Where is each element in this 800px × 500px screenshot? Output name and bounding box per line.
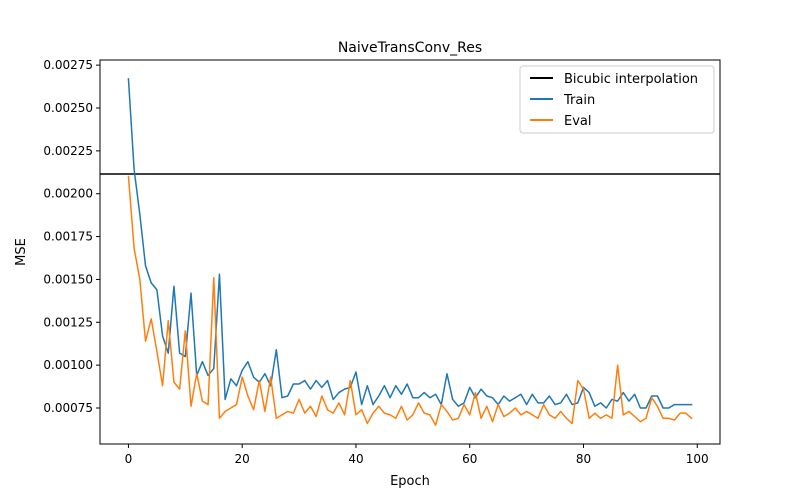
y-tick-label: 0.00200	[43, 187, 93, 201]
x-tick-label: 100	[686, 452, 709, 466]
legend-box	[519, 65, 715, 134]
legend: Bicubic interpolation Train Eval	[519, 65, 715, 134]
legend-label-eval: Eval	[564, 114, 592, 129]
y-tick-label: 0.00125	[43, 315, 93, 329]
y-tick-label: 0.00175	[43, 230, 93, 244]
series-line-eval	[127, 175, 693, 426]
y-tick-label: 0.00275	[43, 58, 93, 72]
chart-title: NaiveTransConv_Res	[338, 40, 482, 56]
x-axis-label: Epoch	[390, 474, 430, 489]
y-tick-label: 0.00225	[43, 144, 93, 158]
y-tick-label: 0.00100	[43, 358, 93, 372]
x-tick-label: 20	[235, 452, 250, 466]
legend-label-bicubic: Bicubic interpolation	[564, 72, 698, 87]
y-axis: 0.00075 0.00100 0.00125 0.00150 0.00175 0.002…	[43, 58, 100, 415]
y-tick-label: 0.00250	[43, 101, 93, 115]
y-tick-label: 0.00150	[43, 272, 93, 286]
x-tick-label: 60	[462, 452, 477, 466]
data-layer	[100, 78, 720, 426]
x-tick-label: 0	[125, 452, 133, 466]
plot-frame	[99, 59, 721, 445]
x-axis: 0 20 40 60 80 100	[125, 444, 709, 466]
x-tick-label: 80	[576, 452, 591, 466]
series-line-train	[127, 78, 693, 409]
x-tick-label: 40	[348, 452, 363, 466]
legend-label-train: Train	[563, 93, 595, 108]
y-axis-label: MSE	[14, 238, 29, 266]
y-tick-label: 0.00075	[43, 401, 93, 415]
